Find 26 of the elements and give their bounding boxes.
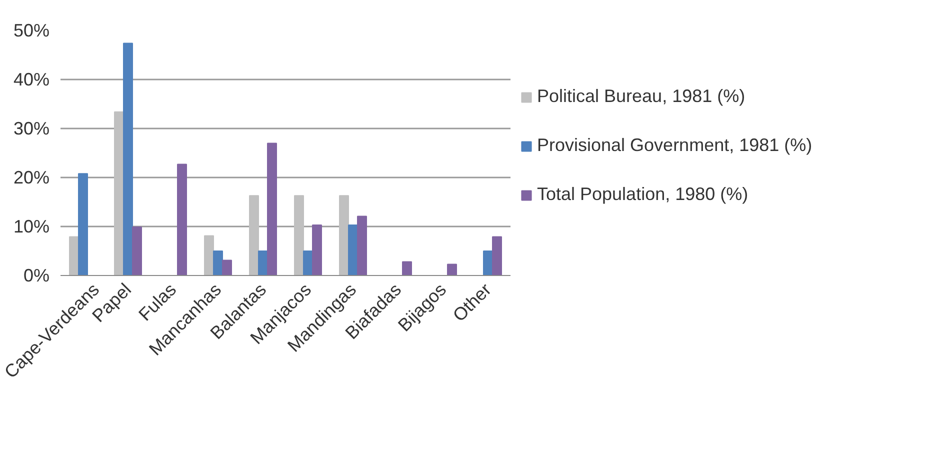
legend-label: Provisional Government, 1981 (%) bbox=[537, 135, 812, 156]
legend-label: Total Population, 1980 (%) bbox=[537, 184, 748, 205]
y-tick-label: 50% bbox=[13, 20, 50, 40]
bar bbox=[402, 261, 412, 276]
bar bbox=[114, 111, 124, 276]
legend-label: Political Bureau, 1981 (%) bbox=[537, 86, 746, 107]
bar bbox=[267, 142, 277, 276]
bar bbox=[339, 195, 349, 276]
y-tick-label: 20% bbox=[13, 168, 50, 188]
y-tick-label: 30% bbox=[13, 118, 50, 138]
y-tick-label: 0% bbox=[23, 266, 50, 286]
bar bbox=[312, 224, 322, 276]
bar bbox=[222, 260, 232, 276]
bar bbox=[204, 235, 214, 276]
bar bbox=[78, 173, 88, 276]
bar bbox=[123, 42, 133, 276]
bar bbox=[132, 226, 142, 276]
bar bbox=[177, 164, 187, 276]
bar bbox=[213, 250, 223, 276]
y-tick-label: 10% bbox=[13, 216, 50, 236]
bar bbox=[357, 216, 367, 276]
y-tick-label: 40% bbox=[13, 70, 50, 90]
bar bbox=[249, 195, 259, 276]
bar bbox=[447, 264, 457, 276]
bar bbox=[294, 195, 304, 276]
bar bbox=[492, 236, 502, 276]
